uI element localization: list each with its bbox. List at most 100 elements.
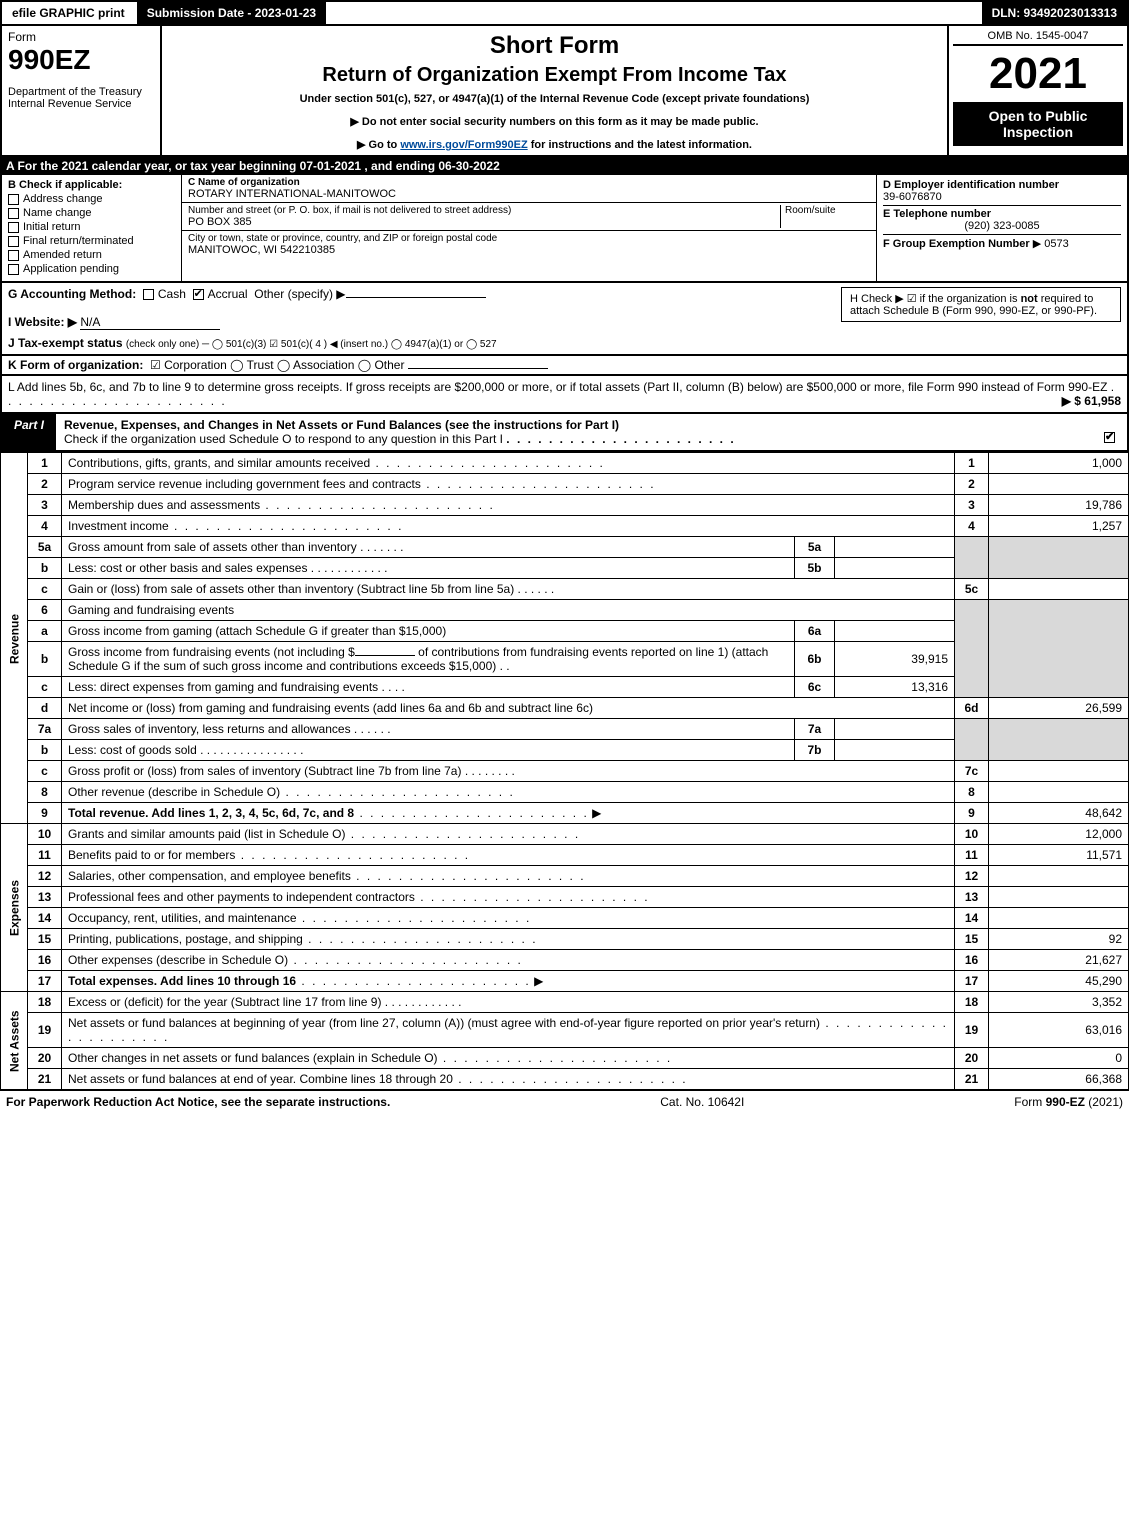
j-label: J Tax-exempt status	[8, 336, 123, 350]
g-accrual: Accrual	[208, 287, 248, 301]
line-a: A For the 2021 calendar year, or tax yea…	[0, 157, 1129, 175]
g-other: Other (specify) ▶	[254, 287, 345, 301]
dept-line2: Internal Revenue Service	[8, 98, 154, 110]
cb-name-change[interactable]: Name change	[8, 207, 175, 219]
cb-initial-return[interactable]: Initial return	[8, 221, 175, 233]
cb-amended-return[interactable]: Amended return	[8, 249, 175, 261]
footer-left: For Paperwork Reduction Act Notice, see …	[6, 1095, 390, 1109]
form-header: Form 990EZ Department of the Treasury In…	[0, 26, 1129, 157]
expenses-sidelabel: Expenses	[1, 824, 28, 992]
column-def: D Employer identification number 39-6076…	[877, 175, 1127, 281]
bullet-ssn: ▶ Do not enter social security numbers o…	[170, 115, 939, 128]
addr-value: PO BOX 385	[188, 216, 780, 228]
line-3-text: Membership dues and assessments	[62, 495, 955, 516]
e-label: E Telephone number	[883, 208, 1121, 220]
l-text: L Add lines 5b, 6c, and 7b to line 9 to …	[8, 380, 1107, 394]
line-13-text: Professional fees and other payments to …	[62, 887, 955, 908]
line-1-no: 1	[955, 453, 989, 474]
line-11-text: Benefits paid to or for members	[62, 845, 955, 866]
j-options: (check only one) ─ ◯ 501(c)(3) ☑ 501(c)(…	[126, 339, 497, 350]
line-9-text: Total revenue. Add lines 1, 2, 3, 4, 5c,…	[62, 803, 955, 824]
g-label: G Accounting Method:	[8, 287, 136, 301]
cb-final-return[interactable]: Final return/terminated	[8, 235, 175, 247]
top-bar: efile GRAPHIC print Submission Date - 20…	[0, 0, 1129, 26]
line-2-text: Program service revenue including govern…	[62, 474, 955, 495]
line-1-amt: 1,000	[989, 453, 1129, 474]
addr-label: Number and street (or P. O. box, if mail…	[188, 205, 780, 216]
section-ghij: H Check ▶ ☑ if the organization is not r…	[0, 283, 1129, 356]
k-options: ☑ Corporation ◯ Trust ◯ Association ◯ Ot…	[150, 358, 404, 372]
omb-number: OMB No. 1545-0047	[953, 30, 1123, 46]
h-box: H Check ▶ ☑ if the organization is not r…	[841, 287, 1121, 322]
line-20-text: Other changes in net assets or fund bala…	[62, 1048, 955, 1069]
l-amount: ▶ $ 61,958	[1062, 394, 1121, 408]
website-value: N/A	[80, 315, 220, 330]
cb-application-pending[interactable]: Application pending	[8, 263, 175, 275]
b-title: B Check if applicable:	[8, 179, 175, 191]
line-15-text: Printing, publications, postage, and shi…	[62, 929, 955, 950]
line-6d-text: Net income or (loss) from gaming and fun…	[62, 698, 955, 719]
form-word: Form	[8, 30, 154, 44]
tax-year: 2021	[953, 52, 1123, 96]
h-not: not	[1021, 293, 1038, 305]
irs-link[interactable]: www.irs.gov/Form990EZ	[400, 139, 527, 151]
line-k: K Form of organization: ☑ Corporation ◯ …	[0, 356, 1129, 376]
d-label: D Employer identification number	[883, 179, 1121, 191]
phone-value: (920) 323-0085	[883, 220, 1121, 232]
line-6b-text: Gross income from fundraising events (no…	[62, 642, 795, 677]
line-7b-text: Less: cost of goods sold . . . . . . . .…	[62, 740, 795, 761]
part1-table: Revenue 1 Contributions, gifts, grants, …	[0, 452, 1129, 1090]
city-label: City or town, state or province, country…	[188, 233, 870, 244]
column-b: B Check if applicable: Address change Na…	[2, 175, 182, 281]
line-7a-text: Gross sales of inventory, less returns a…	[62, 719, 795, 740]
g-other-input[interactable]	[346, 297, 486, 298]
efile-print-button[interactable]: efile GRAPHIC print	[2, 2, 137, 24]
revenue-sidelabel: Revenue	[1, 453, 28, 824]
section-bcdef: B Check if applicable: Address change Na…	[0, 175, 1129, 283]
dept-line1: Department of the Treasury	[8, 86, 154, 98]
column-c: C Name of organization ROTARY INTERNATIO…	[182, 175, 877, 281]
line-8-text: Other revenue (describe in Schedule O)	[62, 782, 955, 803]
page-footer: For Paperwork Reduction Act Notice, see …	[0, 1090, 1129, 1113]
line-l: L Add lines 5b, 6c, and 7b to line 9 to …	[0, 376, 1129, 414]
group-exemption-value: ▶ 0573	[1033, 238, 1069, 250]
cb-address-change[interactable]: Address change	[8, 193, 175, 205]
line-21-text: Net assets or fund balances at end of ye…	[62, 1069, 955, 1090]
c-label: C Name of organization	[188, 177, 870, 188]
g-cash: Cash	[158, 287, 186, 301]
bullet-goto: ▶ Go to www.irs.gov/Form990EZ for instru…	[170, 138, 939, 151]
line-5b-text: Less: cost or other basis and sales expe…	[62, 558, 795, 579]
f-label: F Group Exemption Number	[883, 238, 1030, 250]
line-6c-text: Less: direct expenses from gaming and fu…	[62, 677, 795, 698]
footer-right: Form 990-EZ (2021)	[1014, 1095, 1123, 1109]
org-name: ROTARY INTERNATIONAL-MANITOWOC	[188, 188, 870, 200]
line-17-text: Total expenses. Add lines 10 through 16 …	[62, 971, 955, 992]
cb-schedule-o[interactable]	[1104, 432, 1115, 443]
h-text: H Check ▶ ☑ if the organization is	[850, 293, 1021, 305]
part1-sub: Check if the organization used Schedule …	[64, 432, 503, 446]
line-18-text: Excess or (deficit) for the year (Subtra…	[62, 992, 955, 1013]
header-left: Form 990EZ Department of the Treasury In…	[2, 26, 162, 155]
footer-catno: Cat. No. 10642I	[660, 1095, 744, 1109]
subtitle: Under section 501(c), 527, or 4947(a)(1)…	[170, 93, 939, 105]
open-public-badge: Open to Public Inspection	[953, 102, 1123, 146]
line-6a-text: Gross income from gaming (attach Schedul…	[62, 621, 795, 642]
form-number: 990EZ	[8, 44, 154, 76]
header-right: OMB No. 1545-0047 2021 Open to Public In…	[947, 26, 1127, 155]
row-num: 1	[28, 453, 62, 474]
cb-cash[interactable]	[143, 289, 154, 300]
line-16-text: Other expenses (describe in Schedule O)	[62, 950, 955, 971]
cb-accrual[interactable]	[193, 289, 204, 300]
header-center: Short Form Return of Organization Exempt…	[162, 26, 947, 155]
line-4-text: Investment income	[62, 516, 955, 537]
ein-value: 39-6076870	[883, 191, 1121, 203]
line-6-text: Gaming and fundraising events	[62, 600, 955, 621]
k-other-input[interactable]	[408, 368, 548, 369]
netassets-sidelabel: Net Assets	[1, 992, 28, 1090]
line-7c-text: Gross profit or (loss) from sales of inv…	[62, 761, 955, 782]
room-suite: Room/suite	[780, 205, 870, 228]
k-label: K Form of organization:	[8, 358, 143, 372]
dln-label: DLN: 93492023013313	[982, 2, 1127, 24]
line-10-text: Grants and similar amounts paid (list in…	[62, 824, 955, 845]
line-12-text: Salaries, other compensation, and employ…	[62, 866, 955, 887]
